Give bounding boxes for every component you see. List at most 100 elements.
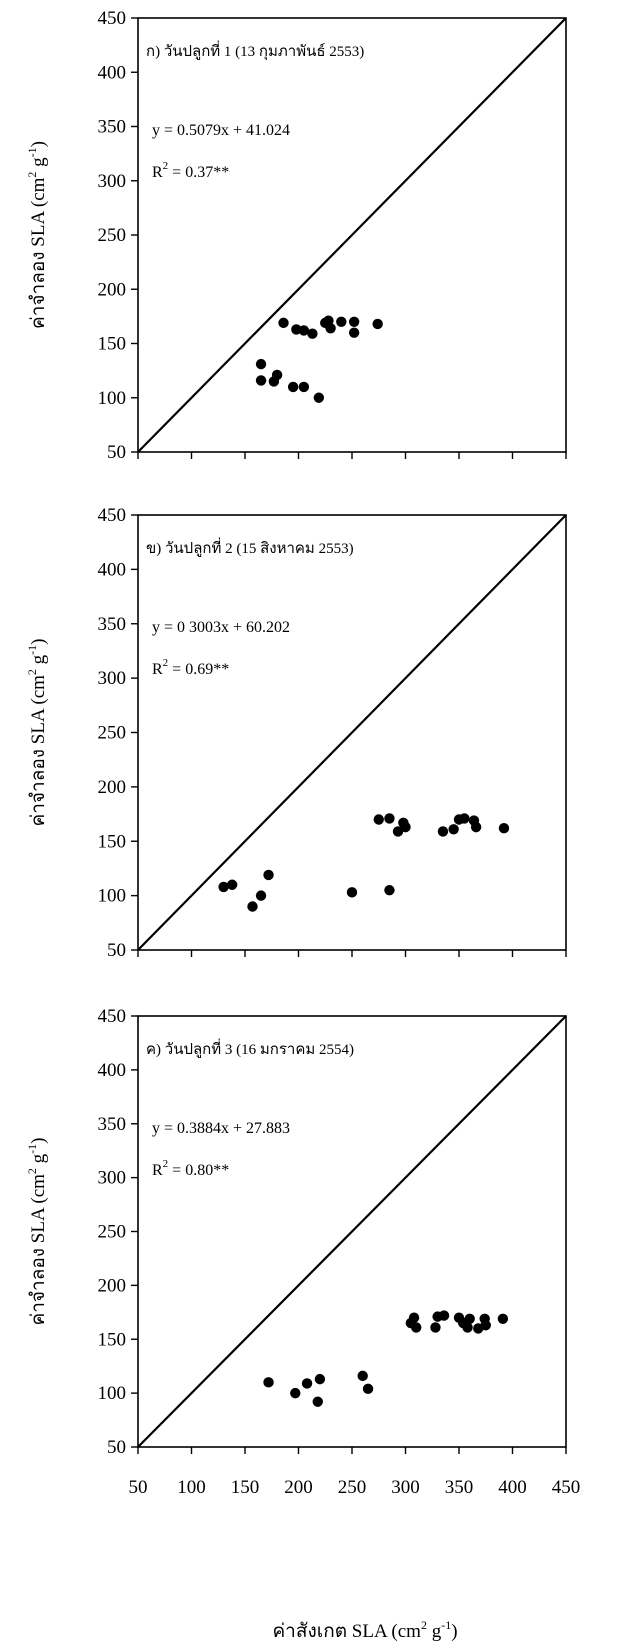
y-tick-label: 450	[98, 8, 127, 29]
data-point	[255, 890, 267, 901]
panel-title: ค) วันปลูกที่ 3 (16 มกราคม 2554)	[146, 1038, 354, 1058]
x-tick-label: 150	[231, 1477, 260, 1498]
data-point	[298, 325, 310, 336]
x-tick-label: 450	[552, 1477, 581, 1498]
data-point	[430, 1322, 441, 1333]
data-point	[218, 881, 229, 893]
y-tick-label: 250	[98, 1222, 127, 1243]
y-tick-label: 300	[98, 1168, 127, 1189]
data-point	[448, 824, 459, 835]
data-point	[263, 869, 274, 881]
r-squared: R2 = 0.37**	[152, 160, 229, 181]
y-tick-label: 450	[98, 1006, 127, 1027]
y-tick-label: 150	[98, 1329, 127, 1350]
y-tick-label: 300	[98, 171, 127, 192]
y-tick-label: 350	[98, 614, 127, 635]
y-axis-title: ค่าจำลอง SLA (cm2 g-1)	[25, 141, 49, 329]
data-point	[400, 821, 411, 833]
y-tick-label: 100	[98, 886, 127, 907]
data-point	[336, 316, 347, 327]
y-tick-label: 100	[98, 1383, 127, 1404]
y-tick-label: 200	[98, 777, 127, 798]
r-squared: R2 = 0.69**	[152, 657, 229, 678]
data-point	[462, 1322, 473, 1333]
y-tick-label: 400	[98, 559, 127, 580]
data-point	[346, 887, 358, 898]
panel-2: 50 100 150 200 250 300 350 400 450 ข) วันปลูกที่ …	[25, 505, 567, 961]
data-point	[313, 392, 325, 403]
data-point	[301, 1378, 313, 1389]
one-to-one-line	[137, 514, 567, 951]
x-tick-label: 400	[498, 1477, 527, 1498]
data-point	[298, 381, 310, 393]
y-tick-label: 150	[98, 334, 127, 355]
x-tick-label: 250	[338, 1477, 367, 1498]
data-point	[498, 823, 510, 834]
panel-3: 50 100 150 200 250 300 350 400 450 50 100 150 200 250…	[25, 1006, 580, 1498]
y-tick-label: 100	[98, 388, 127, 409]
regression-equation: y = 0.3884x + 27.883	[152, 1120, 290, 1137]
data-point	[437, 826, 449, 837]
y-tick-label: 350	[98, 117, 127, 138]
data-point	[307, 328, 318, 339]
one-to-one-line	[137, 1015, 567, 1448]
data-point	[470, 821, 482, 833]
y-tick-label: 150	[98, 831, 127, 852]
x-axis-title-superscript-2: -1	[441, 1618, 451, 1632]
data-point	[255, 375, 267, 386]
data-point	[263, 1377, 274, 1388]
data-point	[459, 813, 470, 824]
y-tick-label: 50	[107, 442, 126, 463]
data-point	[480, 1320, 491, 1331]
y-tick-label: 200	[98, 279, 127, 300]
data-point	[255, 358, 267, 370]
x-tick-label: 100	[177, 1477, 206, 1498]
data-point	[226, 879, 238, 890]
x-axis-title: ค่าสังเกต SLA (cm2 g-1)	[272, 1618, 457, 1642]
one-to-one-line	[137, 17, 567, 453]
data-point	[497, 1313, 509, 1324]
data-point	[271, 369, 283, 381]
y-tick-label: 450	[98, 505, 127, 526]
panel-title: ข) วันปลูกที่ 2 (15 สิงหาคม 2553)	[146, 537, 354, 557]
data-point	[348, 316, 360, 327]
data-point	[464, 1313, 475, 1324]
data-point	[325, 323, 336, 334]
panel-title: ก) วันปลูกที่ 1 (13 กุมภาพันธ์ 2553)	[146, 40, 364, 61]
x-tick-label: 50	[129, 1477, 148, 1498]
data-point	[278, 317, 289, 329]
data-point	[411, 1322, 422, 1333]
data-point	[314, 1373, 326, 1385]
x-axis-title-superscript: 2	[421, 1618, 427, 1632]
data-point	[373, 814, 384, 825]
y-axis-title: ค่าจำลอง SLA (cm2 g-1)	[25, 1138, 49, 1326]
data-point	[408, 1312, 420, 1323]
data-point	[438, 1310, 450, 1321]
data-point	[384, 813, 395, 824]
data-point	[247, 901, 258, 912]
regression-equation: y = 0.5079x + 41.024	[152, 122, 290, 139]
data-point	[287, 381, 299, 393]
y-tick-label: 200	[98, 1275, 127, 1296]
y-tick-label: 50	[107, 940, 126, 961]
data-point	[357, 1370, 368, 1382]
y-tick-label: 250	[98, 723, 127, 744]
data-point	[312, 1396, 323, 1407]
data-point	[290, 1387, 301, 1399]
x-tick-label: 300	[391, 1477, 420, 1498]
x-tick-label: 200	[284, 1477, 313, 1498]
y-tick-label: 250	[98, 225, 127, 246]
y-tick-label: 400	[98, 1060, 127, 1081]
data-point	[348, 327, 360, 338]
y-tick-label: 300	[98, 668, 127, 689]
panel-1: 50 100 150 200 250 300 350 400 450 ก) วันปลูกที่ …	[25, 8, 567, 463]
r-squared: R2 = 0.80**	[152, 1158, 229, 1179]
data-point	[362, 1383, 374, 1395]
y-tick-label: 350	[98, 1114, 127, 1135]
data-point	[384, 884, 395, 896]
y-tick-label: 400	[98, 62, 127, 83]
y-tick-label: 50	[107, 1437, 126, 1458]
regression-equation: y = 0 3003x + 60.202	[152, 619, 290, 636]
data-point	[372, 318, 383, 330]
